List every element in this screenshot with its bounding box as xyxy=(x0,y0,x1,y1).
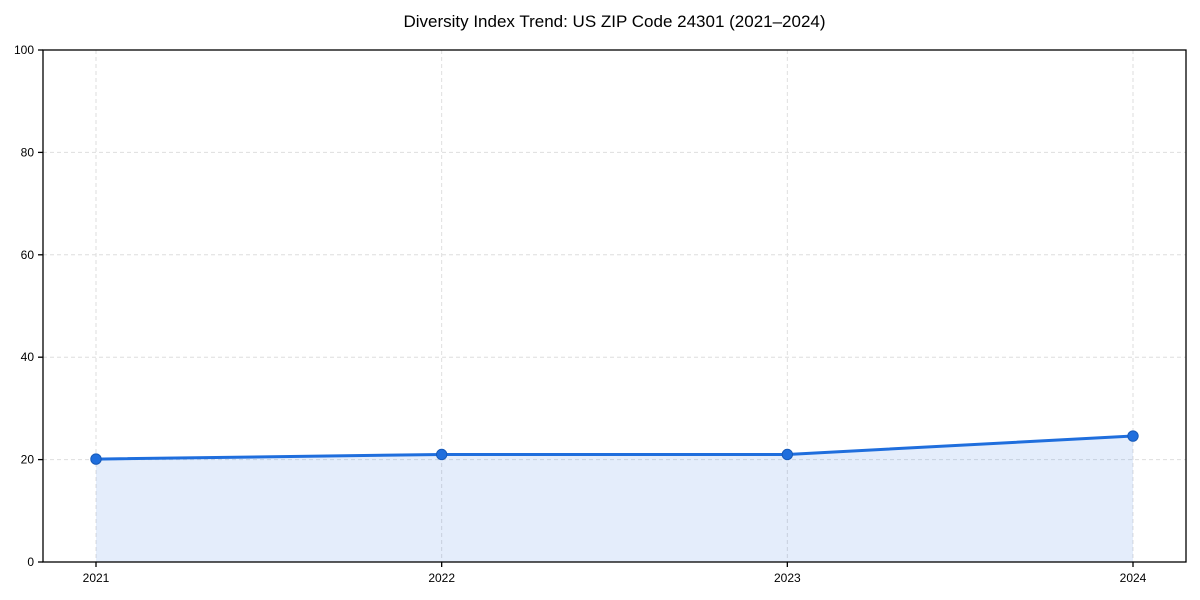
data-point-2024 xyxy=(1127,430,1139,442)
plot-border xyxy=(42,49,1187,563)
data-point-2021 xyxy=(90,453,102,465)
x-tick-label: 2024 xyxy=(1120,571,1147,585)
data-point-2022 xyxy=(435,448,448,461)
y-tick-label: 0 xyxy=(27,555,34,569)
series-line xyxy=(94,434,1135,461)
chart-title: Diversity Index Trend: US ZIP Code 24301… xyxy=(403,12,826,31)
x-tick-label: 2021 xyxy=(83,571,110,585)
y-tick-label: 20 xyxy=(21,453,35,467)
x-tick-label: 2023 xyxy=(774,571,801,585)
y-axis: 0 20 40 60 80 100 xyxy=(14,43,43,569)
y-tick-label: 40 xyxy=(21,350,35,364)
data-point-2023 xyxy=(781,448,794,461)
y-tick-label: 100 xyxy=(14,43,34,57)
area-fill xyxy=(96,436,1133,562)
y-tick-label: 60 xyxy=(21,248,35,262)
data-points xyxy=(90,430,1139,465)
x-tick-label: 2022 xyxy=(428,571,455,585)
x-axis: 2021 2022 2023 2024 xyxy=(83,562,1147,585)
y-tick-label: 80 xyxy=(21,145,35,159)
